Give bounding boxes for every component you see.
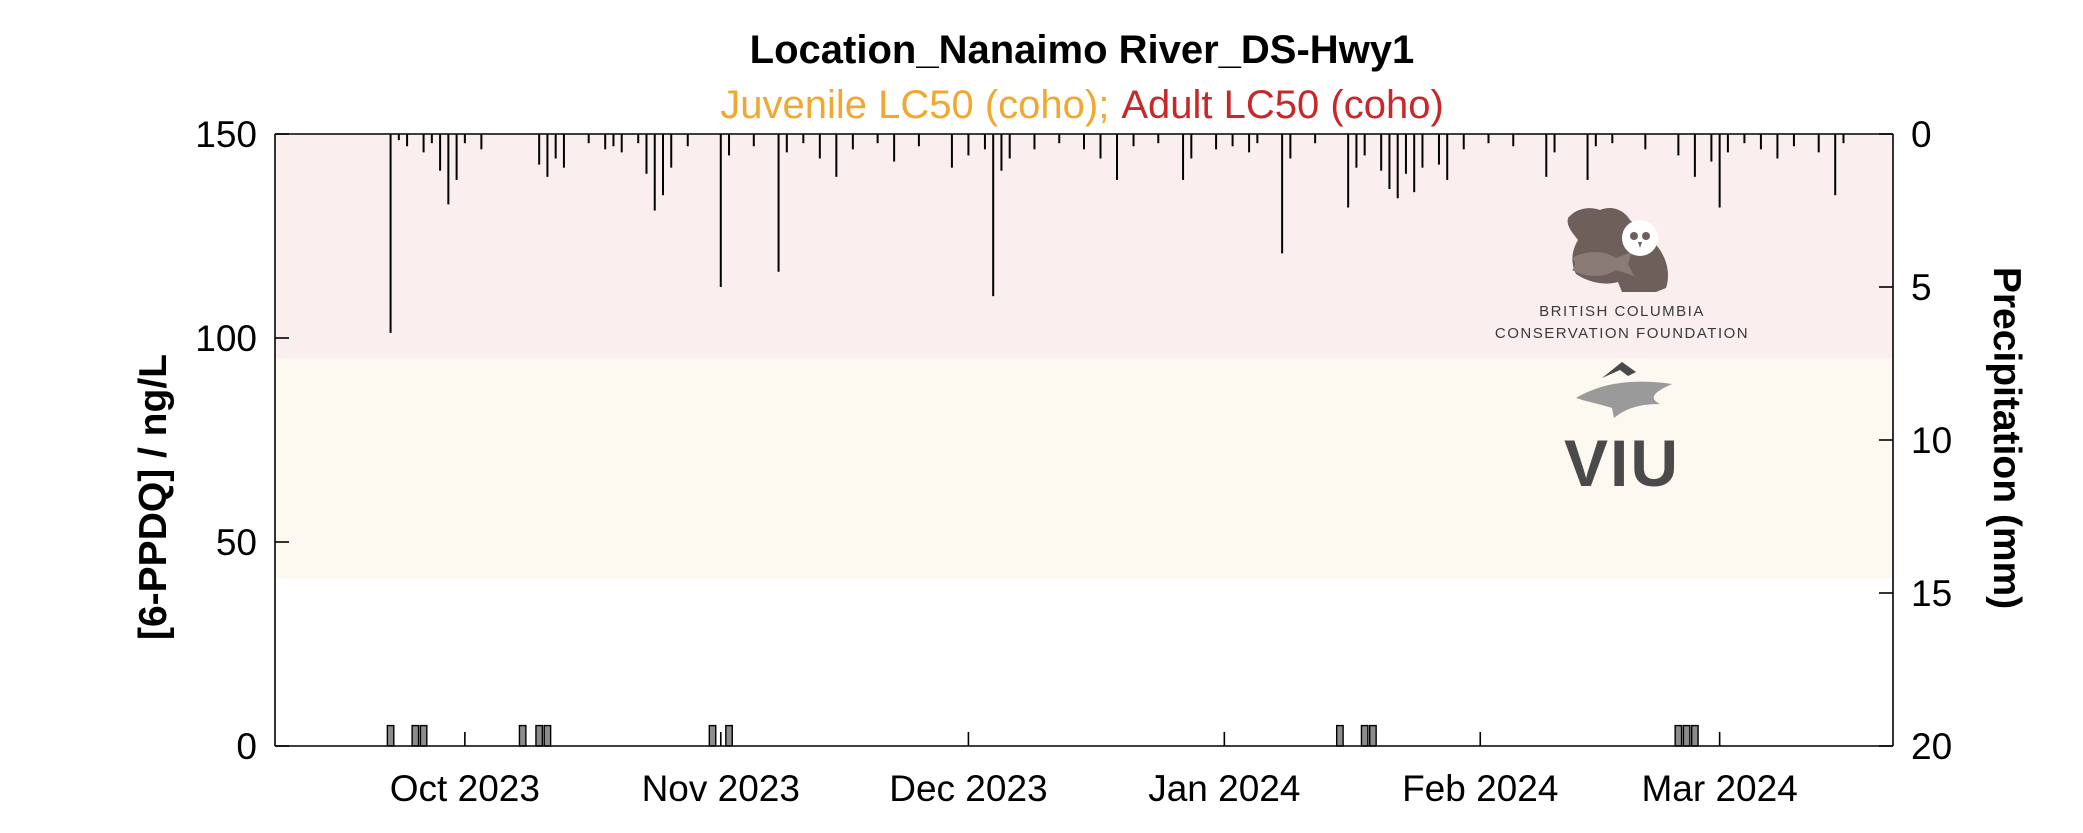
sample-bar-5: [543, 724, 552, 747]
bccf-line2: CONSERVATION FOUNDATION: [1495, 325, 1749, 342]
sample-bar-12: [1682, 724, 1691, 747]
right-tick-label-1: 5: [1911, 267, 1932, 308]
chart-subtitle: Juvenile LC50 (coho); Adult LC50 (coho): [720, 83, 1444, 127]
sample-bar-1: [411, 724, 420, 747]
axes: [274, 133, 1894, 747]
right-axis-ticks: 0 5 10 15 20: [1879, 114, 1952, 767]
sample-bars-series: [386, 724, 1699, 747]
x-tick-label-4: Feb 2024: [1402, 768, 1558, 809]
bear-owl-icon: [1567, 208, 1668, 292]
left-tick-label-2: 100: [195, 318, 257, 359]
juvenile-lc50-label: Juvenile LC50 (coho): [720, 83, 1098, 127]
sample-bar-11: [1674, 724, 1683, 747]
x-tick-label-3: Jan 2024: [1148, 768, 1300, 809]
subtitle-separator: ;: [1098, 83, 1109, 127]
x-axis-ticks: Oct 2023 Nov 2023 Dec 2023 Jan 2024 Feb 2024…: [390, 732, 1798, 809]
bccf-line1: BRITISH COLUMBIA: [1539, 303, 1705, 320]
right-tick-label-2: 10: [1911, 420, 1952, 461]
viu-wordmark: VIU: [1564, 426, 1680, 500]
right-tick-label-3: 15: [1911, 573, 1952, 614]
sample-bar-13: [1690, 724, 1699, 747]
sample-bar-4: [535, 724, 544, 747]
sample-bar-10: [1369, 724, 1377, 747]
viu-logo: VIU: [1564, 362, 1680, 500]
right-tick-label-4: 20: [1911, 726, 1952, 767]
right-tick-label-0: 0: [1911, 114, 1932, 155]
sample-bar-8: [1335, 724, 1344, 747]
chart-title: Location_Nanaimo River_DS-Hwy1: [750, 28, 1415, 72]
precipitation-series: [389, 134, 1845, 333]
bccf-logo: BRITISH COLUMBIA CONSERVATION FOUNDATION: [1495, 208, 1749, 342]
sample-bar-7: [725, 724, 733, 747]
left-tick-label-3: 150: [195, 114, 257, 155]
x-tick-label-0: Oct 2023: [390, 768, 540, 809]
left-axis-ticks: 0 50 100 150: [195, 114, 289, 767]
sample-bar-0: [386, 724, 395, 747]
x-tick-label-5: Mar 2024: [1641, 768, 1797, 809]
x-tick-label-1: Nov 2023: [642, 768, 800, 809]
x-tick-label-2: Dec 2023: [889, 768, 1047, 809]
y-axis-label-right: Precipitation (mm): [1985, 267, 2028, 609]
mountain-leaf-icon: [1576, 362, 1672, 418]
sample-bar-2: [419, 724, 428, 747]
y-axis-label-left: [6-PPDQ] / ng/L: [132, 354, 175, 640]
sample-bar-6: [708, 724, 717, 747]
adult-lc50-label: Adult LC50 (coho): [1121, 83, 1443, 127]
sample-bar-9: [1360, 724, 1369, 747]
left-tick-label-1: 50: [216, 522, 257, 563]
sample-bar-3: [518, 724, 527, 747]
left-tick-label-0: 0: [236, 726, 257, 767]
